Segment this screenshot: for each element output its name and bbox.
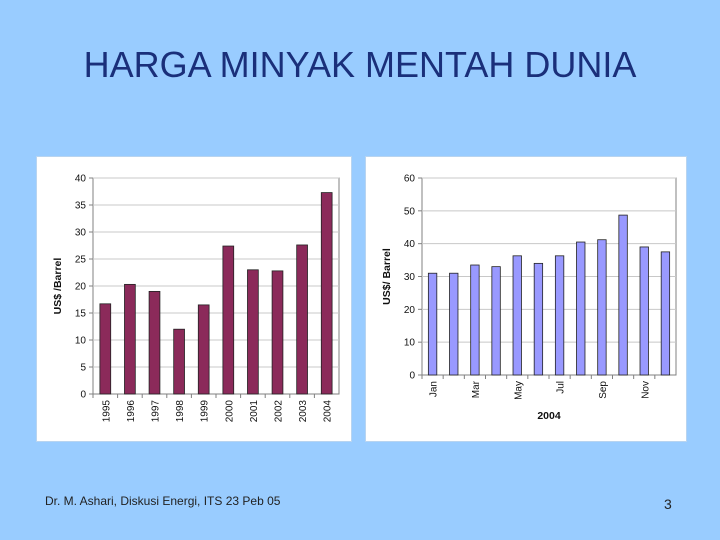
y-tick-label: 35 — [75, 201, 87, 212]
y-axis-label: US$/ Barrel — [381, 248, 393, 305]
bar — [660, 251, 671, 376]
bar — [491, 266, 501, 376]
x-tick-label: 1995 — [101, 400, 112, 423]
x-tick-label: 2002 — [274, 400, 285, 423]
y-tick-label: 30 — [404, 272, 416, 283]
bar — [148, 290, 161, 395]
y-axis-label: US$ /Barrel — [52, 258, 64, 315]
bar — [618, 214, 628, 376]
bar — [173, 328, 185, 395]
y-tick-label: 40 — [75, 174, 87, 185]
y-tick-label: 10 — [75, 336, 87, 347]
x-tick-label: 1997 — [151, 400, 162, 423]
x-tick-label: 1999 — [200, 400, 211, 423]
y-tick-label: 60 — [404, 174, 416, 185]
y-tick-label: 15 — [75, 309, 87, 320]
monthly-price-chart: 0 10 20 30 40 50 60 Jan Mar May Jul Sep Nov US$/ Barr… — [381, 174, 677, 422]
bar — [597, 239, 607, 376]
bar — [197, 304, 210, 395]
x-tick-label: 2004 — [323, 400, 334, 423]
annual-price-chart: 0 5 10 15 20 25 30 35 40 1995 1996 1997 1998 1999 2000… — [52, 174, 340, 423]
bar — [296, 244, 308, 395]
y-tick-label: 40 — [404, 239, 416, 250]
bar — [99, 303, 112, 395]
bar — [271, 270, 284, 395]
bar — [533, 262, 544, 376]
bar — [554, 255, 565, 376]
bar — [247, 269, 259, 395]
slide-title: HARGA MINYAK MENTAH DUNIA — [83, 44, 637, 85]
y-tick-label: 20 — [75, 282, 87, 293]
bar — [470, 264, 480, 376]
x-tick-label: May — [513, 381, 524, 400]
x-tick-label: 2003 — [298, 400, 309, 423]
y-tick-label: 10 — [404, 338, 416, 349]
x-tick-label: Nov — [640, 381, 651, 399]
y-tick-label: 50 — [404, 206, 416, 217]
y-tick-label: 25 — [75, 255, 87, 266]
bar — [320, 192, 333, 395]
x-tick-label: Sep — [598, 381, 609, 399]
bar — [576, 241, 586, 376]
bar — [427, 272, 438, 376]
bar — [512, 255, 522, 376]
x-axis-label: 2004 — [537, 410, 561, 422]
y-tick-label: 30 — [75, 228, 87, 239]
bar — [449, 272, 459, 376]
x-tick-label: 2001 — [249, 400, 260, 423]
x-tick-label: 1998 — [175, 400, 186, 423]
footer-text: Dr. M. Ashari, Diskusi Energi, ITS 23 Pe… — [45, 494, 281, 508]
x-tick-label: Mar — [471, 380, 482, 398]
y-tick-label: 0 — [409, 371, 415, 382]
x-tick-label: 1996 — [126, 400, 137, 423]
y-tick-label: 0 — [80, 390, 86, 401]
bar — [639, 246, 649, 376]
y-tick-label: 20 — [404, 305, 416, 316]
page-number: 3 — [664, 496, 672, 512]
chart-panel-annual: 0 5 10 15 20 25 30 35 40 1995 1996 1997 1998 1999 2000… — [36, 156, 352, 442]
chart-panel-monthly: 0 10 20 30 40 50 60 Jan Mar May Jul Sep Nov US$/ Barr… — [365, 156, 687, 442]
x-tick-label: Jul — [556, 381, 567, 394]
y-tick-label: 5 — [80, 363, 86, 374]
bar — [222, 245, 235, 395]
x-tick-label: Jan — [429, 381, 440, 397]
x-tick-label: 2000 — [224, 400, 235, 423]
bar — [124, 283, 136, 395]
